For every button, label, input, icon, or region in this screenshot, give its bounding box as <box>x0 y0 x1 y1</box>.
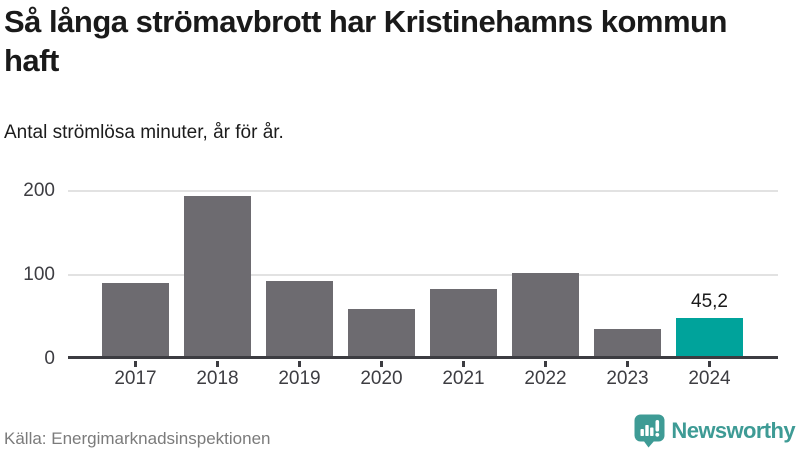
bar-2019 <box>266 281 333 356</box>
bubble-shape <box>634 414 665 442</box>
bar-chart-plot-area: 0 100 200 2017 2018 2019 2020 2021 2022 2023 2024 4… <box>23 180 778 389</box>
axis-tick-2017 <box>134 361 137 367</box>
y-tick-label-0: 0 <box>44 348 55 369</box>
chart-subtitle: Antal strömlösa minuter, år för år. <box>4 122 284 143</box>
bar-2017 <box>102 282 169 356</box>
gridline-200 <box>68 189 778 192</box>
page-title: Så långa strömavbrott har Kristinehamns … <box>4 4 727 78</box>
y-tick-label-100: 100 <box>23 263 55 285</box>
bar-2024 <box>676 317 743 356</box>
source-caption: Källa: Energimarknadsinspektionen <box>4 429 271 448</box>
newsworthy-speech-bubble-icon <box>634 414 665 448</box>
newsworthy-logo: Newsworthy <box>634 414 796 448</box>
axis-tick-2022 <box>544 361 547 367</box>
mini-bar-1 <box>640 429 645 436</box>
x-tick-label-2019: 2019 <box>278 368 321 389</box>
newsworthy-wordmark: Newsworthy <box>671 418 795 443</box>
x-tick-label-2020: 2020 <box>360 368 403 389</box>
bar-value-label: 45,2 <box>691 290 728 312</box>
axis-tick-2024 <box>708 361 711 367</box>
axis-tick-2020 <box>380 361 383 367</box>
bar-2022 <box>512 273 579 356</box>
axis-tick-2018 <box>216 361 219 367</box>
x-tick-label-2022: 2022 <box>524 368 567 389</box>
bar-2018 <box>184 196 251 356</box>
x-tick-label-2024: 2024 <box>688 368 731 389</box>
mini-bar-3 <box>650 427 654 436</box>
x-tick-label-2021: 2021 <box>442 368 485 389</box>
x-tick-label-2018: 2018 <box>196 368 239 389</box>
mini-bar-2 <box>645 425 650 436</box>
bar-2021 <box>430 288 497 356</box>
exclamation-stem <box>655 420 660 432</box>
bar-2023 <box>594 329 661 356</box>
x-tick-label-2017: 2017 <box>114 368 157 389</box>
axis-tick-2019 <box>298 361 301 367</box>
x-tick-label-2023: 2023 <box>606 368 649 389</box>
bar-2020 <box>348 308 415 356</box>
axis-tick-2023 <box>626 361 629 367</box>
y-tick-label-200: 200 <box>23 179 55 201</box>
exclamation-dot <box>655 432 660 437</box>
gridline-100 <box>68 273 778 276</box>
axis-tick-2021 <box>462 361 465 367</box>
x-axis-line <box>68 356 778 359</box>
bubble-tail <box>643 440 656 448</box>
